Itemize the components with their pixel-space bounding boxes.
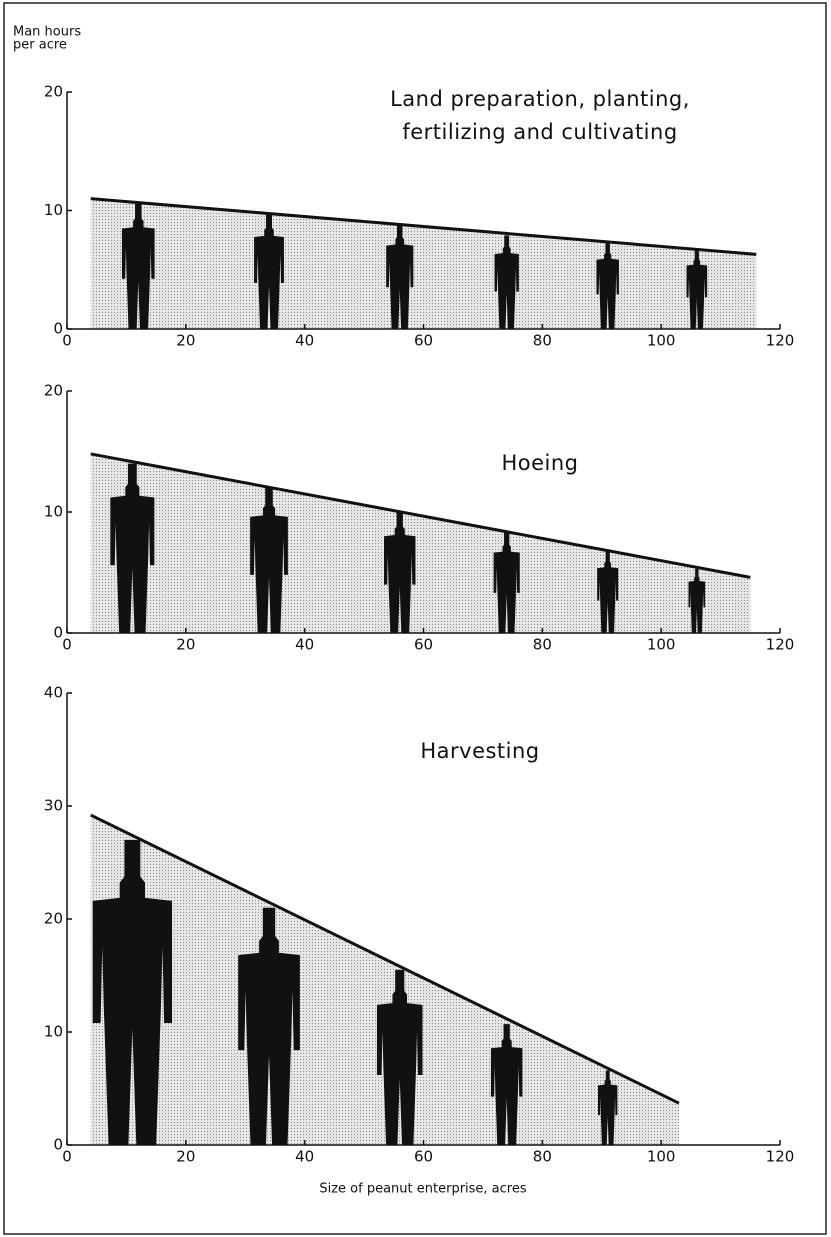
x-tick-label: 20 bbox=[176, 332, 195, 350]
x-tick-label: 60 bbox=[414, 332, 433, 350]
x-tick-label: 60 bbox=[414, 636, 433, 654]
y-tick-label: 40 bbox=[44, 684, 63, 702]
y-tick-label: 20 bbox=[44, 910, 63, 928]
x-tick-label: 20 bbox=[176, 1148, 195, 1166]
area bbox=[91, 199, 756, 329]
x-tick-label: 80 bbox=[533, 332, 552, 350]
chart-title: Land preparation, planting, bbox=[390, 87, 690, 111]
x-tick-label: 80 bbox=[533, 636, 552, 654]
y-tick-label: 20 bbox=[44, 382, 63, 400]
y-axis-label: per acre bbox=[13, 38, 67, 53]
x-tick-label: 120 bbox=[766, 636, 795, 654]
y-tick-label: 10 bbox=[44, 503, 63, 521]
chart-title: Hoeing bbox=[501, 451, 578, 475]
y-tick-label: 10 bbox=[44, 201, 63, 219]
x-tick-label: 100 bbox=[647, 1148, 676, 1166]
x-tick-label: 120 bbox=[766, 1148, 795, 1166]
area bbox=[91, 454, 751, 633]
x-tick-label: 100 bbox=[647, 332, 676, 350]
x-tick-label: 100 bbox=[647, 636, 676, 654]
x-tick-label: 40 bbox=[295, 1148, 314, 1166]
x-axis-label: Size of peanut enterprise, acres bbox=[319, 1182, 526, 1197]
x-tick-label: 0 bbox=[62, 1148, 72, 1166]
x-tick-label: 60 bbox=[414, 1148, 433, 1166]
x-tick-label: 0 bbox=[62, 636, 72, 654]
chart-title: Harvesting bbox=[420, 739, 539, 763]
x-tick-label: 120 bbox=[766, 332, 795, 350]
x-tick-label: 40 bbox=[295, 636, 314, 654]
y-tick-label: 30 bbox=[44, 797, 63, 815]
chart: 01020020406080100120Land preparation, pl… bbox=[0, 0, 831, 1237]
x-tick-label: 20 bbox=[176, 636, 195, 654]
y-tick-label: 10 bbox=[44, 1023, 63, 1041]
chart-title: fertilizing and cultivating bbox=[402, 120, 677, 144]
x-tick-label: 80 bbox=[533, 1148, 552, 1166]
y-tick-label: 20 bbox=[44, 83, 63, 101]
x-tick-label: 0 bbox=[62, 332, 72, 350]
x-tick-label: 40 bbox=[295, 332, 314, 350]
